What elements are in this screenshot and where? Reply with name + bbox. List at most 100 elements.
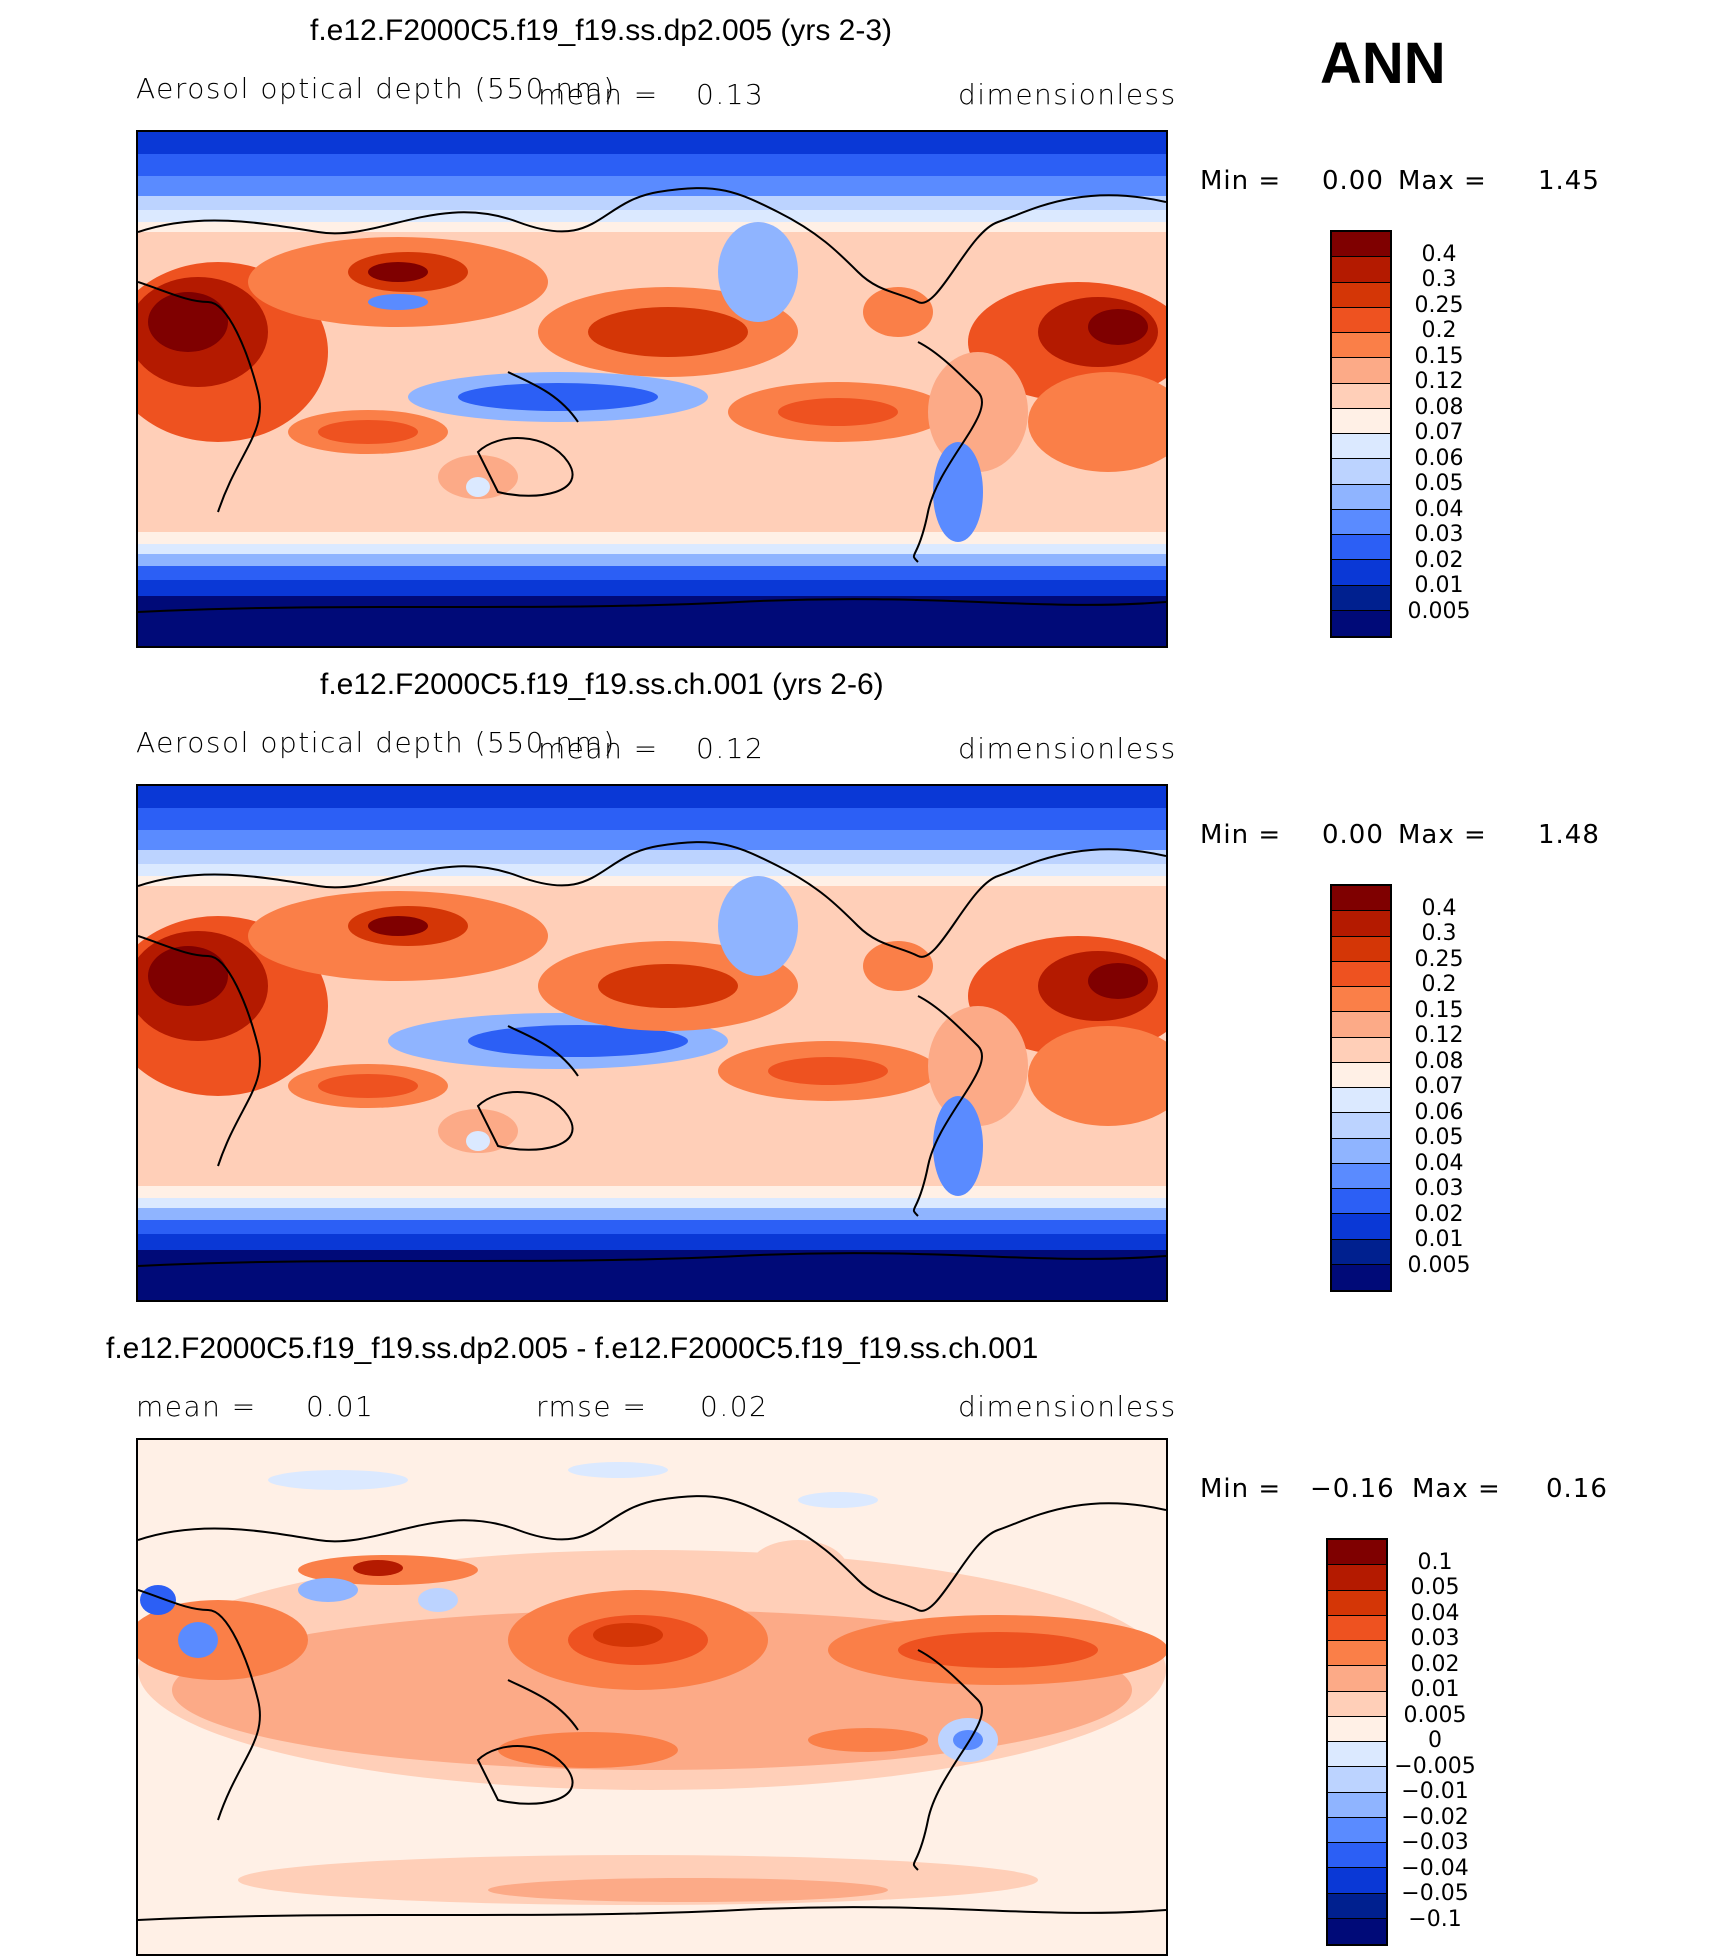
colorbar-level-label: 0.01 xyxy=(1414,1227,1464,1252)
colorbar-swatch xyxy=(1332,484,1390,510)
colorbar-swatch xyxy=(1332,610,1390,636)
colorbar-swatch xyxy=(1332,535,1390,561)
panel2-min-label: Min = xyxy=(1200,820,1282,850)
colorbar-level-label: 0.01 xyxy=(1414,573,1464,598)
colorbar-swatch xyxy=(1332,1113,1390,1139)
colorbar-swatch xyxy=(1328,1641,1386,1667)
colorbar-swatch xyxy=(1332,886,1390,912)
colorbar-swatch xyxy=(1332,961,1390,987)
panel2-min-value: 0.00 xyxy=(1322,820,1384,850)
colorbar-level-label: 0.03 xyxy=(1414,1176,1464,1201)
panel1-units: dimensionless xyxy=(958,78,1177,111)
panel3-max-value: 0.16 xyxy=(1546,1474,1608,1504)
colorbar-level-label: 0.04 xyxy=(1414,1150,1464,1176)
colorbar-swatch xyxy=(1332,1239,1390,1265)
colorbar-level-label: 0.05 xyxy=(1410,1575,1460,1600)
panel3-rmse-value: 0.02 xyxy=(700,1390,769,1423)
colorbar-swatch xyxy=(1332,1037,1390,1063)
colorbar-level-label: 0.03 xyxy=(1410,1626,1460,1651)
colorbar-swatch xyxy=(1328,1843,1386,1869)
colorbar-swatch xyxy=(1332,1163,1390,1189)
colorbar-swatch xyxy=(1332,936,1390,962)
panel3-max-label: Max = xyxy=(1412,1474,1501,1504)
panel2-title: f.e12.F2000C5.f19_f19.ss.ch.001 (yrs 2-6… xyxy=(320,668,884,701)
colorbar-level-label: 0 xyxy=(1428,1728,1442,1753)
panel3-mean-label: mean = xyxy=(136,1390,257,1423)
colorbar-swatch xyxy=(1332,459,1390,485)
colorbar-swatch xyxy=(1332,307,1390,333)
colorbar-level-label: −0.02 xyxy=(1401,1804,1469,1830)
panel2-map xyxy=(136,784,1168,1302)
panel3-min-label: Min = xyxy=(1200,1474,1282,1504)
colorbar-swatch xyxy=(1332,585,1390,611)
colorbar-level-label: 0.2 xyxy=(1421,318,1457,343)
panel3-min-value: −0.16 xyxy=(1310,1474,1395,1504)
colorbar-level-label: 0.005 xyxy=(1403,1702,1467,1728)
colorbar-level-label: 0.2 xyxy=(1421,972,1457,997)
colorbar-level-label: 0.25 xyxy=(1414,292,1464,318)
colorbar-level-label: 0.02 xyxy=(1414,547,1464,573)
colorbar-swatch xyxy=(1328,1817,1386,1843)
colorbar-level-label: 0.15 xyxy=(1414,997,1464,1023)
colorbar-swatch xyxy=(1332,333,1390,359)
colorbar-swatch xyxy=(1332,987,1390,1013)
panel1-map xyxy=(136,130,1168,648)
panel1-mean-value: 0.13 xyxy=(696,78,765,111)
colorbar-swatch xyxy=(1328,1691,1386,1717)
colorbar-level-label: −0.05 xyxy=(1401,1881,1469,1906)
colorbar-swatch xyxy=(1332,560,1390,586)
panel1-mean-label: mean = xyxy=(538,78,659,111)
colorbar-swatch xyxy=(1332,257,1390,283)
panel3-map xyxy=(136,1438,1168,1956)
colorbar-level-label: −0.01 xyxy=(1401,1779,1469,1804)
colorbar-level-label: 0.4 xyxy=(1421,241,1457,267)
panel2-mean-value: 0.12 xyxy=(696,732,765,765)
colorbar-swatch xyxy=(1332,509,1390,535)
colorbar-level-label: 0.3 xyxy=(1421,267,1457,292)
panel2-colorbar xyxy=(1330,884,1392,1292)
colorbar-swatch xyxy=(1328,1666,1386,1692)
panel3-units: dimensionless xyxy=(958,1390,1177,1423)
colorbar-swatch xyxy=(1332,358,1390,384)
panel2-max-label: Max = xyxy=(1398,820,1487,850)
panel1-colorbar xyxy=(1330,230,1392,638)
season-label: ANN xyxy=(1320,31,1446,96)
colorbar-level-label: 0.04 xyxy=(1410,1600,1460,1626)
colorbar-level-label: 0.05 xyxy=(1414,1125,1464,1150)
colorbar-swatch xyxy=(1328,1893,1386,1919)
colorbar-swatch xyxy=(1328,1716,1386,1742)
colorbar-level-label: 0.06 xyxy=(1414,445,1464,471)
colorbar-level-label: 0.005 xyxy=(1407,598,1471,624)
colorbar-swatch xyxy=(1332,1138,1390,1164)
colorbar-swatch xyxy=(1332,1062,1390,1088)
colorbar-level-label: 0.08 xyxy=(1414,394,1464,420)
colorbar-level-label: 0.07 xyxy=(1414,420,1464,445)
panel1-min-label: Min = xyxy=(1200,166,1282,196)
panel2-variable: Aerosol optical depth (550 nm) xyxy=(136,726,616,759)
colorbar-level-label: 0.12 xyxy=(1414,1023,1464,1048)
colorbar-level-label: −0.04 xyxy=(1401,1855,1469,1881)
colorbar-level-label: 0.25 xyxy=(1414,946,1464,972)
colorbar-level-label: 0.05 xyxy=(1414,471,1464,496)
colorbar-level-label: 0.01 xyxy=(1410,1677,1460,1702)
colorbar-level-label: 0.06 xyxy=(1414,1099,1464,1125)
colorbar-swatch xyxy=(1328,1540,1386,1566)
colorbar-swatch xyxy=(1332,232,1390,258)
panel3-mean-value: 0.01 xyxy=(306,1390,375,1423)
colorbar-swatch xyxy=(1328,1565,1386,1591)
colorbar-level-label: −0.1 xyxy=(1408,1906,1462,1932)
colorbar-level-label: 0.4 xyxy=(1421,895,1457,921)
colorbar-level-label: 0.12 xyxy=(1414,369,1464,394)
panel2-max-value: 1.48 xyxy=(1538,820,1600,850)
colorbar-level-label: 0.02 xyxy=(1414,1201,1464,1227)
panel1-min-value: 0.00 xyxy=(1322,166,1384,196)
colorbar-swatch xyxy=(1332,1264,1390,1290)
colorbar-level-label: 0.15 xyxy=(1414,343,1464,369)
colorbar-swatch xyxy=(1332,1012,1390,1038)
colorbar-swatch xyxy=(1332,282,1390,308)
colorbar-level-label: 0.07 xyxy=(1414,1074,1464,1099)
colorbar-swatch xyxy=(1328,1590,1386,1616)
colorbar-swatch xyxy=(1328,1792,1386,1818)
colorbar-level-label: 0.02 xyxy=(1410,1651,1460,1677)
panel1-variable: Aerosol optical depth (550 nm) xyxy=(136,72,616,105)
